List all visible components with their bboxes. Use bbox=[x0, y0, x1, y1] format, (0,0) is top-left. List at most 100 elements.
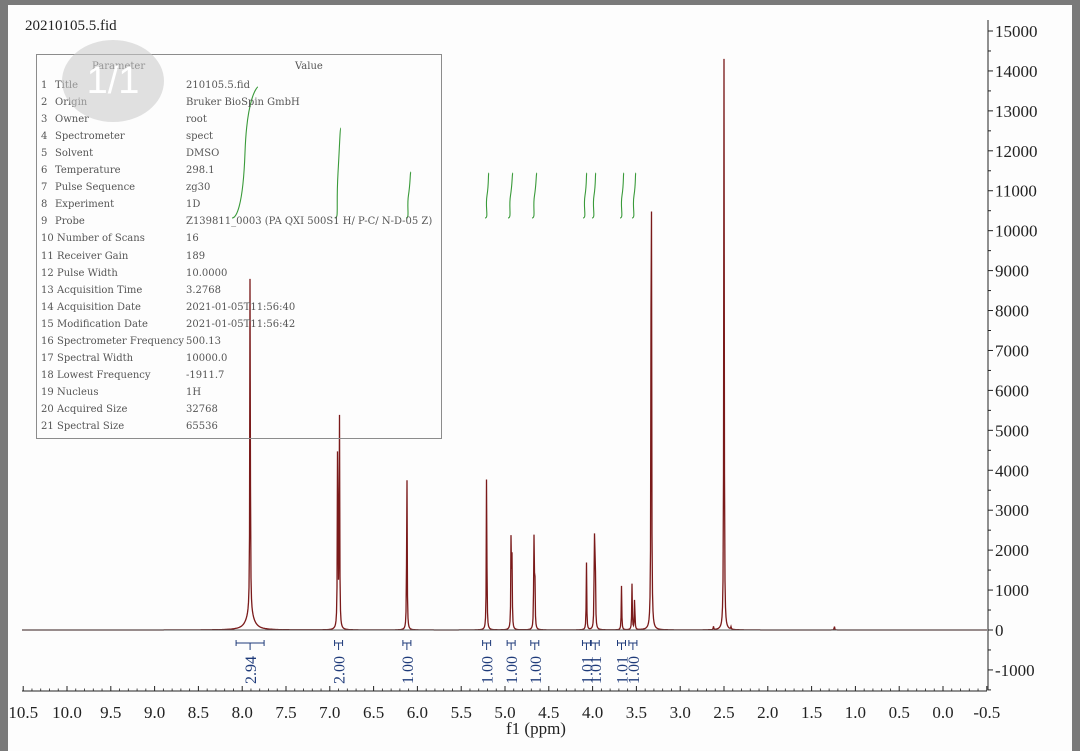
row-number: 3 bbox=[41, 114, 48, 126]
parameter-name: Pulse Width bbox=[57, 267, 118, 279]
parameter-value: 189 bbox=[186, 250, 206, 262]
row-number: 11 bbox=[41, 250, 54, 262]
integral-value: 1.00 bbox=[504, 656, 521, 684]
parameter-value: 1H bbox=[186, 386, 202, 398]
parameter-name: Receiver Gain bbox=[57, 250, 129, 262]
parameter-value: 32768 bbox=[186, 403, 218, 415]
parameter-name: Spectral Width bbox=[57, 352, 134, 364]
svg-text:6.5: 6.5 bbox=[363, 703, 384, 722]
parameter-name: Spectrometer bbox=[55, 131, 125, 143]
row-number: 21 bbox=[41, 421, 54, 432]
svg-text:7.5: 7.5 bbox=[275, 703, 296, 722]
parameter-name: Experiment bbox=[55, 199, 115, 211]
svg-text:0: 0 bbox=[995, 621, 1004, 640]
svg-text:9.0: 9.0 bbox=[144, 703, 165, 722]
integral-value: 1.01 bbox=[615, 656, 632, 684]
parameter-name: Modification Date bbox=[57, 318, 148, 330]
svg-text:0.0: 0.0 bbox=[932, 703, 953, 722]
parameter-value: 1D bbox=[186, 199, 201, 211]
svg-text:-0.5: -0.5 bbox=[973, 703, 1000, 722]
parameter-value: Z139811_0003 (PA QXI 500S1 H/ P-C/ N-D-0… bbox=[186, 216, 433, 228]
svg-text:4.5: 4.5 bbox=[538, 703, 559, 722]
svg-text:3000: 3000 bbox=[995, 501, 1029, 520]
parameter-name: Owner bbox=[55, 114, 89, 126]
row-number: 18 bbox=[41, 369, 54, 381]
parameter-name: Nucleus bbox=[57, 386, 99, 398]
svg-text:6000: 6000 bbox=[995, 381, 1029, 400]
svg-text:7.0: 7.0 bbox=[319, 703, 340, 722]
svg-text:15000: 15000 bbox=[995, 22, 1038, 41]
value-header: Value bbox=[295, 61, 323, 72]
svg-text:8.5: 8.5 bbox=[188, 703, 209, 722]
row-number: 16 bbox=[41, 335, 54, 347]
svg-text:0.5: 0.5 bbox=[889, 703, 910, 722]
svg-text:13000: 13000 bbox=[995, 102, 1038, 121]
svg-text:2000: 2000 bbox=[995, 541, 1029, 560]
y-axis: 1500014000130001200011000100009000800070… bbox=[987, 20, 1038, 691]
svg-text:11000: 11000 bbox=[995, 182, 1037, 201]
svg-text:3.0: 3.0 bbox=[670, 703, 691, 722]
integral-labels: 2.94 2.00 1.00 1.00 1.00 1.00 1.011.01 1.011.00 bbox=[235, 640, 643, 684]
integral-curves bbox=[231, 86, 637, 219]
row-number: 20 bbox=[41, 403, 54, 415]
svg-text:9000: 9000 bbox=[995, 262, 1029, 281]
svg-text:12000: 12000 bbox=[995, 142, 1038, 161]
svg-text:10.0: 10.0 bbox=[52, 703, 82, 722]
svg-text:5.0: 5.0 bbox=[494, 703, 515, 722]
svg-text:1.0: 1.0 bbox=[845, 703, 866, 722]
document-page bbox=[8, 5, 1072, 751]
integral-value: 2.00 bbox=[332, 656, 349, 684]
svg-text:3.5: 3.5 bbox=[626, 703, 647, 722]
parameter-value: Bruker BioSpin GmbH bbox=[186, 97, 300, 109]
parameter-value: -1911.7 bbox=[186, 369, 225, 381]
svg-text:14000: 14000 bbox=[995, 62, 1038, 81]
parameter-value: 298.1 bbox=[186, 165, 215, 177]
svg-text:2.5: 2.5 bbox=[713, 703, 734, 722]
parameter-value: DMSO bbox=[186, 148, 220, 160]
row-number: 19 bbox=[41, 386, 54, 398]
parameter-value: 210105.5.fid bbox=[186, 80, 250, 91]
parameter-name: Pulse Sequence bbox=[55, 182, 136, 194]
x-axis-label: f1 (ppm) bbox=[506, 719, 566, 738]
parameter-name: Spectral Size bbox=[57, 421, 125, 432]
parameter-value: 3.2768 bbox=[186, 284, 221, 296]
parameter-value: root bbox=[186, 114, 207, 126]
row-number: 6 bbox=[41, 165, 48, 177]
svg-text:10.5: 10.5 bbox=[8, 703, 38, 722]
integral-value: 1.00 bbox=[480, 656, 497, 684]
svg-text:4000: 4000 bbox=[995, 461, 1029, 480]
parameter-name: Spectrometer Frequency bbox=[57, 335, 184, 347]
svg-text:6.0: 6.0 bbox=[407, 703, 428, 722]
parameter-value: 2021-01-05T11:56:40 bbox=[186, 301, 296, 313]
row-number: 12 bbox=[41, 267, 54, 279]
parameter-value: 10.0000 bbox=[186, 267, 228, 279]
parameter-name: Temperature bbox=[55, 165, 121, 177]
svg-text:5000: 5000 bbox=[995, 421, 1029, 440]
parameter-value: zg30 bbox=[186, 182, 211, 194]
svg-text:-1000: -1000 bbox=[995, 661, 1035, 680]
row-number: 9 bbox=[41, 216, 48, 228]
integral-value: 1.00 bbox=[528, 656, 545, 684]
parameter-name: Acquisition Date bbox=[57, 301, 141, 313]
page-indicator-badge: 1/1 bbox=[62, 40, 164, 122]
parameter-name: Number of Scans bbox=[57, 233, 145, 245]
parameter-name: Acquired Size bbox=[57, 403, 128, 415]
parameter-value: spect bbox=[186, 131, 214, 143]
row-number: 2 bbox=[41, 97, 48, 109]
parameter-name: Lowest Frequency bbox=[57, 369, 151, 381]
parameter-value: 10000.0 bbox=[186, 352, 228, 364]
row-number: 14 bbox=[41, 301, 54, 313]
integral-value: 1.01 bbox=[588, 656, 605, 684]
row-number: 7 bbox=[41, 182, 48, 194]
svg-text:7000: 7000 bbox=[995, 341, 1029, 360]
row-number: 15 bbox=[41, 318, 54, 330]
integral-value: 2.94 bbox=[243, 656, 260, 684]
parameter-name: Probe bbox=[55, 216, 85, 228]
svg-text:10000: 10000 bbox=[995, 222, 1038, 241]
row-number: 4 bbox=[41, 131, 48, 143]
svg-text:8000: 8000 bbox=[995, 302, 1029, 321]
integral-value: 1.00 bbox=[626, 656, 643, 684]
svg-text:1000: 1000 bbox=[995, 581, 1029, 600]
integral-value: 1.00 bbox=[400, 656, 417, 684]
